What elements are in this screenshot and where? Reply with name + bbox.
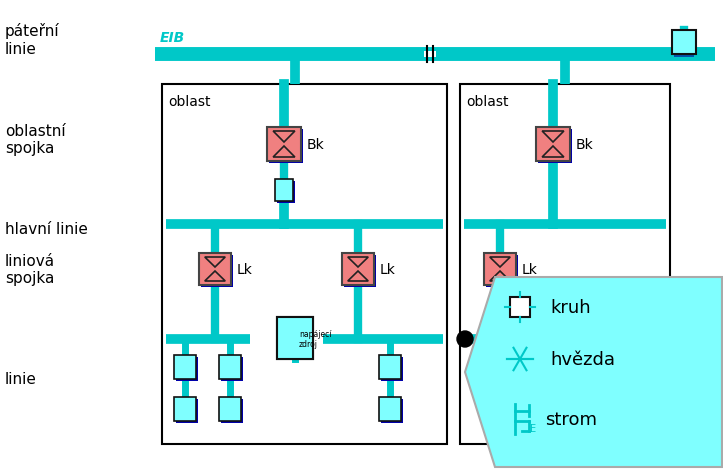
Text: páteřní
linie: páteřní linie <box>5 23 59 57</box>
Bar <box>267 128 301 162</box>
Bar <box>379 355 401 379</box>
Bar <box>174 355 196 379</box>
Text: strom: strom <box>545 410 597 428</box>
Text: EIB: EIB <box>160 31 185 45</box>
Bar <box>379 397 401 421</box>
Bar <box>674 52 694 58</box>
Bar <box>484 253 516 286</box>
Bar <box>162 85 447 444</box>
Bar <box>174 397 196 421</box>
Text: oblastní
spojka: oblastní spojka <box>5 124 66 156</box>
Polygon shape <box>465 278 722 467</box>
Text: E: E <box>530 423 536 433</box>
Text: Lk: Lk <box>522 262 538 277</box>
Bar <box>510 298 530 317</box>
Bar <box>538 130 572 164</box>
Text: Lk: Lk <box>380 262 396 277</box>
Bar <box>269 130 303 164</box>
Bar <box>672 31 696 55</box>
Bar <box>279 319 311 357</box>
Text: napájecí
zdroj: napájecí zdroj <box>299 329 332 348</box>
Text: oblast: oblast <box>466 95 508 109</box>
Bar <box>277 182 295 204</box>
Bar <box>221 357 243 381</box>
Bar <box>277 317 313 359</box>
Bar <box>381 399 403 423</box>
Bar <box>199 253 231 286</box>
Bar <box>275 179 293 201</box>
Bar <box>381 357 403 381</box>
Bar <box>344 256 376 288</box>
Bar <box>201 256 233 288</box>
Text: hvězda: hvězda <box>550 350 615 368</box>
Bar <box>176 357 198 381</box>
Text: kruh: kruh <box>550 298 591 317</box>
Bar <box>277 317 313 359</box>
Text: liniová
spojka: liniová spojka <box>5 253 55 286</box>
Bar <box>219 355 241 379</box>
Text: hlavní linie: hlavní linie <box>5 222 88 237</box>
Bar <box>219 397 241 421</box>
Bar <box>460 85 670 444</box>
Bar <box>424 52 436 58</box>
Text: Bk: Bk <box>307 138 325 152</box>
Bar <box>221 399 243 423</box>
Bar <box>176 399 198 423</box>
Text: Lk: Lk <box>237 262 253 277</box>
Bar <box>536 128 570 162</box>
Text: Bk: Bk <box>576 138 594 152</box>
Text: linie: linie <box>5 372 37 387</box>
Circle shape <box>457 331 473 347</box>
Bar <box>486 256 518 288</box>
Text: oblast: oblast <box>168 95 210 109</box>
Bar <box>342 253 374 286</box>
